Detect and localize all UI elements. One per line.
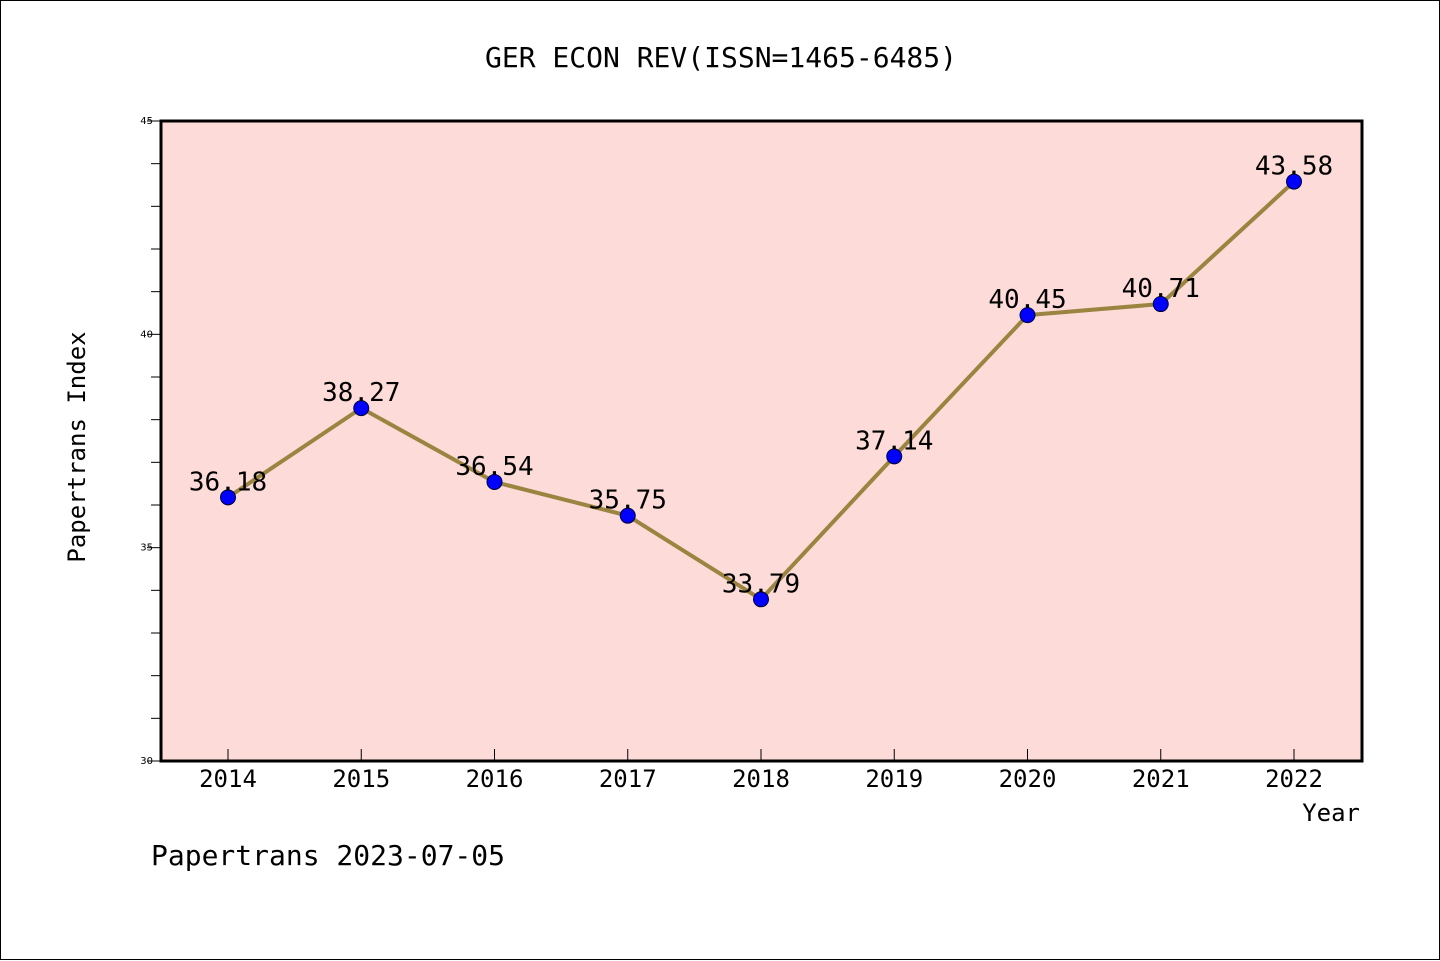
- data-point: [220, 489, 236, 506]
- data-label: 35.75: [589, 486, 667, 516]
- footer-stamp: Papertrans 2023-07-05: [151, 839, 505, 872]
- x-axis: 2014 2015 2016 2017 2018 2019 2020 2021 2022: [199, 749, 1323, 793]
- data-label: 43.58: [1255, 152, 1333, 182]
- data-point: [886, 448, 903, 465]
- data-label: 38.27: [322, 378, 400, 408]
- series-line-group: 36.18 38.27 36.54 35.75 33.79 37.14 40.45 40.71…: [189, 152, 1333, 608]
- data-point: [753, 591, 769, 608]
- y-tick-label: 30: [140, 756, 153, 767]
- data-point: [1286, 173, 1302, 190]
- x-tick-label: 2018: [732, 765, 790, 793]
- y-tick-label: 35: [140, 543, 153, 554]
- data-label: 37.14: [855, 426, 933, 456]
- x-tick-label: 2020: [999, 765, 1057, 793]
- data-label: 40.45: [988, 285, 1066, 315]
- y-tick-label: 45: [140, 116, 153, 127]
- data-point: [1019, 307, 1036, 324]
- x-tick-label: 2021: [1132, 765, 1190, 793]
- x-tick-label: 2016: [466, 765, 524, 793]
- data-point: [1152, 296, 1169, 313]
- data-label: 36.18: [189, 467, 267, 497]
- y-axis: 30 35 40 45: [140, 116, 161, 767]
- plot-area: [159, 119, 1364, 763]
- data-point: [353, 400, 370, 417]
- y-tick-label: 40: [140, 329, 153, 340]
- chart-title: GER ECON REV(ISSN=1465-6485): [485, 41, 957, 74]
- x-tick-label: 2015: [332, 765, 390, 793]
- x-tick-label: 2017: [599, 765, 657, 793]
- data-point: [486, 473, 503, 490]
- data-label: 40.71: [1122, 274, 1200, 304]
- data-label: 36.54: [455, 452, 533, 482]
- x-axis-title: Year: [1302, 799, 1360, 827]
- y-axis-title: Papertrans Index: [63, 331, 91, 562]
- x-tick-label: 2022: [1265, 765, 1323, 793]
- data-label: 33.79: [722, 569, 800, 599]
- data-point: [619, 507, 636, 524]
- x-tick-label: 2014: [199, 765, 257, 793]
- x-tick-label: 2019: [865, 765, 923, 793]
